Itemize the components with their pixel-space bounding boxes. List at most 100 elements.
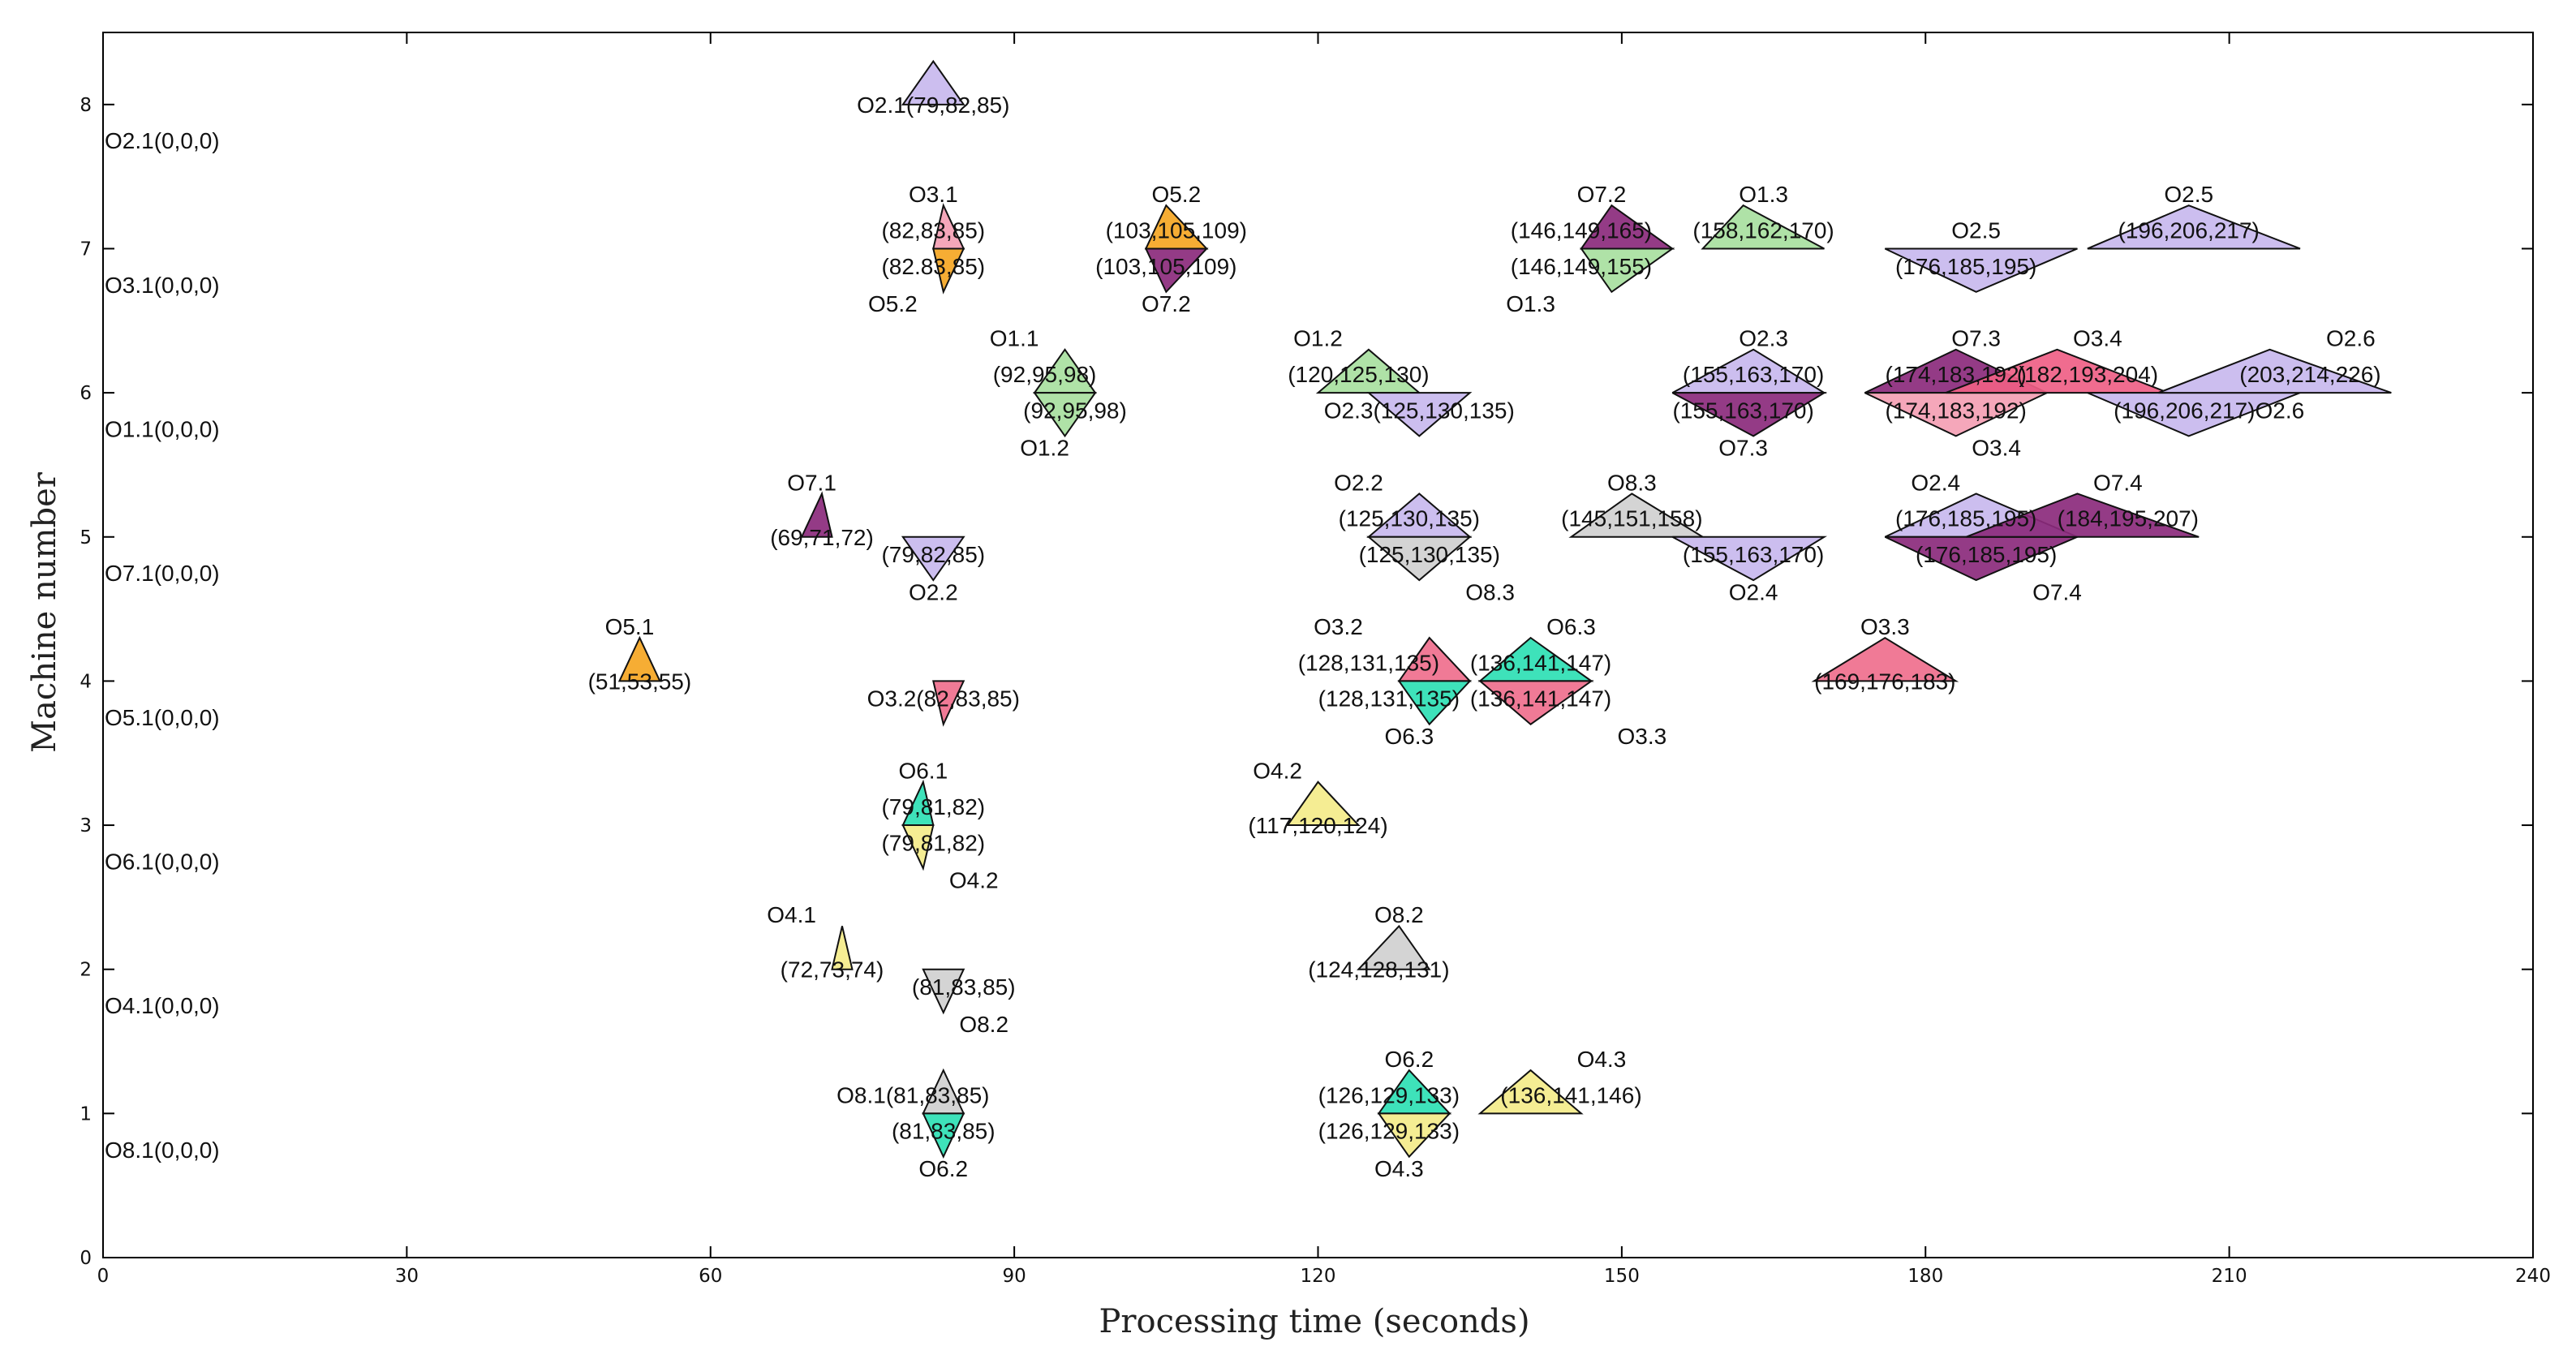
y-tick-label: 3 bbox=[80, 815, 92, 837]
op-annotation: O1.1 bbox=[990, 326, 1039, 351]
op-annotation: (125,130,135) bbox=[1339, 506, 1480, 531]
op-annotation: (92,95,98) bbox=[993, 362, 1097, 387]
op-annotation: O3.3 bbox=[1860, 614, 1910, 639]
op-annotation: O4.2 bbox=[1253, 759, 1302, 784]
tfn-triangle-O5-1 bbox=[617, 635, 661, 682]
op-annotation: (125,130,135) bbox=[1359, 542, 1500, 567]
op-annotation: O4.3 bbox=[1374, 1156, 1424, 1181]
start-label: O1.1(0,0,0) bbox=[105, 417, 220, 442]
op-annotation: O1.2 bbox=[1293, 326, 1343, 351]
op-annotation: O8.1(81,83,85) bbox=[836, 1082, 989, 1107]
op-annotation: O3.2 bbox=[1314, 614, 1363, 639]
op-annotation: (126,129,133) bbox=[1318, 1082, 1460, 1107]
op-annotation: O2.1(79,82,85) bbox=[857, 92, 1009, 118]
op-annotation: O1.3 bbox=[1506, 291, 1555, 316]
tfn-triangle-O7-1 bbox=[800, 491, 833, 538]
op-annotation: O4.3 bbox=[1577, 1047, 1627, 1072]
op-annotation: (176,185,195) bbox=[1895, 506, 2036, 531]
op-annotation: O7.4 bbox=[2093, 470, 2143, 495]
tfn-triangle-O6-2 bbox=[922, 1112, 965, 1159]
op-annotation: O2.2 bbox=[909, 579, 958, 604]
op-annotation: (81,83,85) bbox=[892, 1119, 996, 1144]
op-annotation: O8.3 bbox=[1607, 470, 1657, 495]
op-annotation: O3.3 bbox=[1617, 724, 1666, 749]
op-annotation: (72,73,74) bbox=[781, 957, 884, 983]
tfn-triangle-O8-2 bbox=[1357, 924, 1431, 970]
op-annotation: O4.1 bbox=[767, 902, 816, 927]
op-annotation: (51,53,55) bbox=[588, 669, 692, 694]
op-annotation: O7.3 bbox=[1951, 326, 2001, 351]
op-annotation: (69,71,72) bbox=[770, 525, 874, 550]
op-annotation: O6.2 bbox=[1384, 1047, 1434, 1072]
op-annotation: (136,141,147) bbox=[1470, 686, 1611, 712]
op-annotation: O7.2 bbox=[1577, 182, 1627, 207]
op-annotation: (81,83,85) bbox=[912, 974, 1016, 1000]
op-annotation: O3.2(82,83,85) bbox=[867, 686, 1020, 712]
op-annotation: (174,183,192) bbox=[1886, 398, 2027, 423]
op-annotation: (155,163,170) bbox=[1672, 398, 1813, 423]
op-annotation: (174,183,192) bbox=[1886, 362, 2027, 387]
y-axis-title: Machine number bbox=[26, 471, 63, 753]
tfn-triangle-O4-2 bbox=[901, 824, 935, 871]
op-annotation: O2.5 bbox=[1951, 217, 2001, 243]
op-annotation: O3.1 bbox=[909, 182, 958, 207]
op-annotation: O2.6 bbox=[2326, 326, 2376, 351]
op-annotation: O6.1 bbox=[898, 759, 948, 784]
tfn-triangle-O4-2 bbox=[1286, 781, 1361, 827]
op-annotation: O8.2 bbox=[1374, 902, 1424, 927]
op-annotation: (128,131,135) bbox=[1318, 686, 1460, 712]
op-annotation: (124,128,131) bbox=[1308, 957, 1449, 983]
op-annotation: O3.4 bbox=[1972, 436, 2021, 461]
x-tick-label: 0 bbox=[97, 1266, 110, 1287]
op-annotation: O2.5 bbox=[2164, 182, 2213, 207]
op-annotation: (155,163,170) bbox=[1683, 362, 1824, 387]
op-annotation: (120,125,130) bbox=[1288, 362, 1429, 387]
tfn-triangle-O3-3 bbox=[1811, 636, 1959, 682]
op-annotation: (158,162,170) bbox=[1692, 217, 1834, 243]
op-annotation: O7.4 bbox=[2032, 579, 2082, 604]
tfn-triangle-O2-5 bbox=[1884, 247, 2078, 293]
op-annotation: (196,206,217) bbox=[2118, 217, 2260, 243]
tfn-triangle-O2-5 bbox=[2087, 204, 2301, 250]
op-annotation: (117,120,124) bbox=[1248, 813, 1387, 838]
start-label: O7.1(0,0,0) bbox=[105, 561, 220, 586]
x-tick-label: 30 bbox=[395, 1266, 419, 1287]
tfn-triangle-O3-4 bbox=[1945, 348, 2170, 394]
tfn-triangle-O1-3 bbox=[1580, 247, 1675, 294]
op-annotation: (79,81,82) bbox=[881, 794, 985, 819]
tfn-triangle-O7-2 bbox=[1144, 247, 1209, 294]
x-tick-label: 240 bbox=[2515, 1266, 2551, 1287]
tfn-triangle-O3-3 bbox=[1477, 680, 1594, 725]
op-annotation: (182,193,204) bbox=[2017, 362, 2158, 387]
tfn-triangle-O8-3 bbox=[1568, 492, 1706, 538]
op-annotation: O1.3 bbox=[1739, 182, 1788, 207]
op-annotation: O2.3 bbox=[1739, 326, 1788, 351]
op-annotation: O5.2 bbox=[868, 291, 918, 316]
op-annotation: (203,214,226) bbox=[2239, 362, 2380, 387]
tfn-triangle-O5-2 bbox=[932, 247, 965, 295]
op-annotation: O2.3(125,130,135) bbox=[1324, 398, 1515, 423]
x-tick-label: 120 bbox=[1301, 1266, 1336, 1287]
tfn-triangle-O2-6 bbox=[2157, 348, 2392, 394]
y-tick-label: 2 bbox=[80, 960, 92, 981]
tfn-triangle-O6-3 bbox=[1397, 680, 1472, 726]
y-tick-label: 8 bbox=[80, 95, 92, 116]
x-tick-label: 210 bbox=[2212, 1266, 2247, 1287]
op-annotation: O7.2 bbox=[1142, 291, 1191, 316]
start-label: O4.1(0,0,0) bbox=[105, 993, 220, 1018]
op-annotation: (169,176,183) bbox=[1814, 669, 1955, 694]
x-tick-label: 180 bbox=[1907, 1266, 1943, 1287]
tfn-triangle-O8-2 bbox=[922, 968, 965, 1015]
tfn-triangle-O4-3 bbox=[1477, 1069, 1584, 1115]
y-tick-label: 6 bbox=[80, 383, 92, 404]
y-tick-label: 1 bbox=[80, 1103, 92, 1125]
y-tick-label: 5 bbox=[80, 527, 92, 548]
tfn-triangle-O2-1 bbox=[901, 59, 965, 105]
op-annotation: O2.4 bbox=[1729, 579, 1778, 604]
op-annotation: O7.3 bbox=[1718, 436, 1768, 461]
op-annotation: (79,82,85) bbox=[881, 542, 985, 567]
op-annotation: O6.3 bbox=[1384, 724, 1434, 749]
x-tick-label: 90 bbox=[1002, 1266, 1026, 1287]
op-annotation: O2.4 bbox=[1911, 470, 1960, 495]
